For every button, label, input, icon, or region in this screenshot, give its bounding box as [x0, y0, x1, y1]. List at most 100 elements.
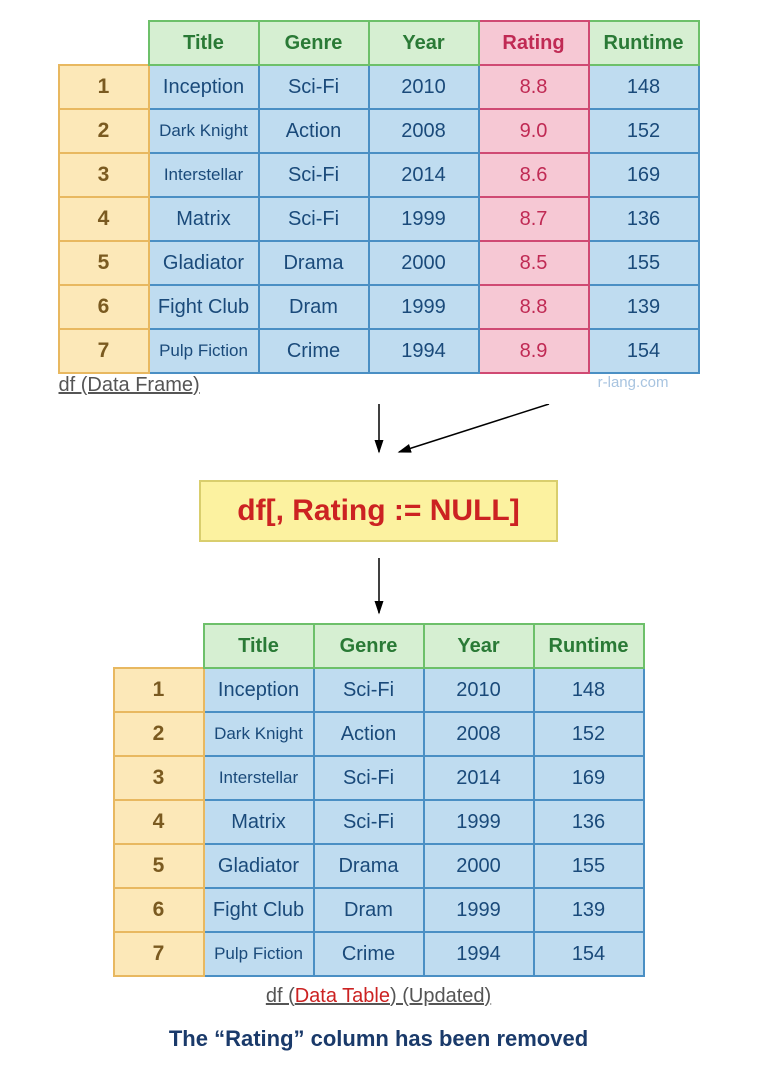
cell: Sci-Fi	[259, 197, 369, 241]
table-row: 1InceptionSci-Fi2010148	[114, 668, 644, 712]
table-row: 5GladiatorDrama20008.5155	[59, 241, 699, 285]
table-row: 3InterstellarSci-Fi20148.6169	[59, 153, 699, 197]
cell: 154	[534, 932, 644, 976]
row-index: 5	[59, 241, 149, 285]
col-header: Year	[424, 624, 534, 668]
row-index: 5	[114, 844, 204, 888]
watermark: r-lang.com	[598, 374, 669, 391]
df-caption-bottom: df (Data Table) (Updated)	[266, 985, 491, 1008]
cell: Sci-Fi	[314, 668, 424, 712]
row-index: 4	[59, 197, 149, 241]
cell: 139	[534, 888, 644, 932]
cell: Dark Knight	[149, 109, 259, 153]
row-index: 4	[114, 800, 204, 844]
row-index: 2	[59, 109, 149, 153]
cell: Sci-Fi	[314, 756, 424, 800]
caption-post: ) (Updated)	[390, 985, 491, 1007]
table-row: 2Dark KnightAction20089.0152	[59, 109, 699, 153]
cell: 139	[589, 285, 699, 329]
cell: Dram	[314, 888, 424, 932]
table-row: 7Pulp FictionCrime1994154	[114, 932, 644, 976]
row-index: 7	[114, 932, 204, 976]
cell: Matrix	[204, 800, 314, 844]
cell: Inception	[204, 668, 314, 712]
cell: 2008	[424, 712, 534, 756]
cell: Crime	[259, 329, 369, 373]
row-index: 7	[59, 329, 149, 373]
cell: 2010	[369, 65, 479, 109]
blank-corner	[114, 624, 204, 668]
cell: Sci-Fi	[259, 153, 369, 197]
cell: 9.0	[479, 109, 589, 153]
code-expression: df[, Rating := NULL]	[199, 480, 557, 542]
cell: Action	[314, 712, 424, 756]
cell: 8.6	[479, 153, 589, 197]
cell: Dark Knight	[204, 712, 314, 756]
cell: Fight Club	[149, 285, 259, 329]
cell: 8.9	[479, 329, 589, 373]
cell: 136	[534, 800, 644, 844]
cell: 8.8	[479, 285, 589, 329]
result-datatable-table: TitleGenreYearRuntime1InceptionSci-Fi201…	[113, 623, 645, 977]
cell: Gladiator	[204, 844, 314, 888]
cell: Inception	[149, 65, 259, 109]
arrow-bottom	[329, 558, 429, 623]
row-index: 3	[114, 756, 204, 800]
cell: 2014	[369, 153, 479, 197]
blank-corner	[59, 21, 149, 65]
caption-row-top: df (Data Frame) r-lang.com	[29, 374, 729, 404]
cell: 1999	[424, 888, 534, 932]
table-row: 4MatrixSci-Fi1999136	[114, 800, 644, 844]
df-caption-top: df (Data Frame)	[59, 374, 200, 396]
cell: Dram	[259, 285, 369, 329]
cell: 1994	[424, 932, 534, 976]
cell: 1999	[369, 197, 479, 241]
cell: 169	[534, 756, 644, 800]
cell: 152	[589, 109, 699, 153]
cell: Drama	[259, 241, 369, 285]
cell: Interstellar	[149, 153, 259, 197]
cell: 169	[589, 153, 699, 197]
source-dataframe-table: TitleGenreYearRatingRuntime1InceptionSci…	[58, 20, 700, 374]
cell: Matrix	[149, 197, 259, 241]
col-header: Runtime	[534, 624, 644, 668]
row-index: 1	[114, 668, 204, 712]
cell: 148	[534, 668, 644, 712]
row-index: 6	[114, 888, 204, 932]
table-row: 4MatrixSci-Fi19998.7136	[59, 197, 699, 241]
cell: 136	[589, 197, 699, 241]
cell: Crime	[314, 932, 424, 976]
table-row: 3InterstellarSci-Fi2014169	[114, 756, 644, 800]
col-header: Year	[369, 21, 479, 65]
table-row: 5GladiatorDrama2000155	[114, 844, 644, 888]
cell: 2010	[424, 668, 534, 712]
cell: Action	[259, 109, 369, 153]
cell: Sci-Fi	[314, 800, 424, 844]
table-row: 7Pulp FictionCrime19948.9154	[59, 329, 699, 373]
row-index: 3	[59, 153, 149, 197]
cell: 8.8	[479, 65, 589, 109]
cell: 155	[589, 241, 699, 285]
col-header: Title	[149, 21, 259, 65]
table-row: 6Fight ClubDram19998.8139	[59, 285, 699, 329]
col-header: Rating	[479, 21, 589, 65]
cell: 1999	[424, 800, 534, 844]
table-row: 2Dark KnightAction2008152	[114, 712, 644, 756]
footer-message: The “Rating” column has been removed	[169, 1026, 588, 1052]
cell: Gladiator	[149, 241, 259, 285]
col-header: Genre	[314, 624, 424, 668]
cell: Pulp Fiction	[149, 329, 259, 373]
cell: 2014	[424, 756, 534, 800]
cell: Sci-Fi	[259, 65, 369, 109]
cell: 8.5	[479, 241, 589, 285]
cell: 1999	[369, 285, 479, 329]
row-index: 6	[59, 285, 149, 329]
cell: Drama	[314, 844, 424, 888]
col-header: Genre	[259, 21, 369, 65]
cell: Fight Club	[204, 888, 314, 932]
col-header: Runtime	[589, 21, 699, 65]
cell: 154	[589, 329, 699, 373]
table-row: 1InceptionSci-Fi20108.8148	[59, 65, 699, 109]
cell: 148	[589, 65, 699, 109]
cell: Interstellar	[204, 756, 314, 800]
